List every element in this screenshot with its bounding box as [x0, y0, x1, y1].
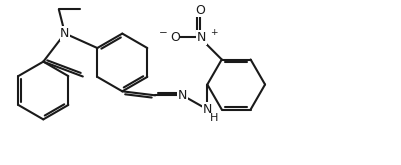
Text: N: N: [60, 27, 70, 40]
Text: N: N: [197, 31, 207, 44]
Text: O: O: [170, 31, 180, 44]
Text: N: N: [203, 103, 212, 116]
Text: N: N: [178, 89, 187, 102]
Text: +: +: [210, 28, 217, 37]
Text: O: O: [195, 4, 205, 17]
Text: H: H: [211, 113, 219, 123]
Text: −: −: [159, 28, 168, 38]
